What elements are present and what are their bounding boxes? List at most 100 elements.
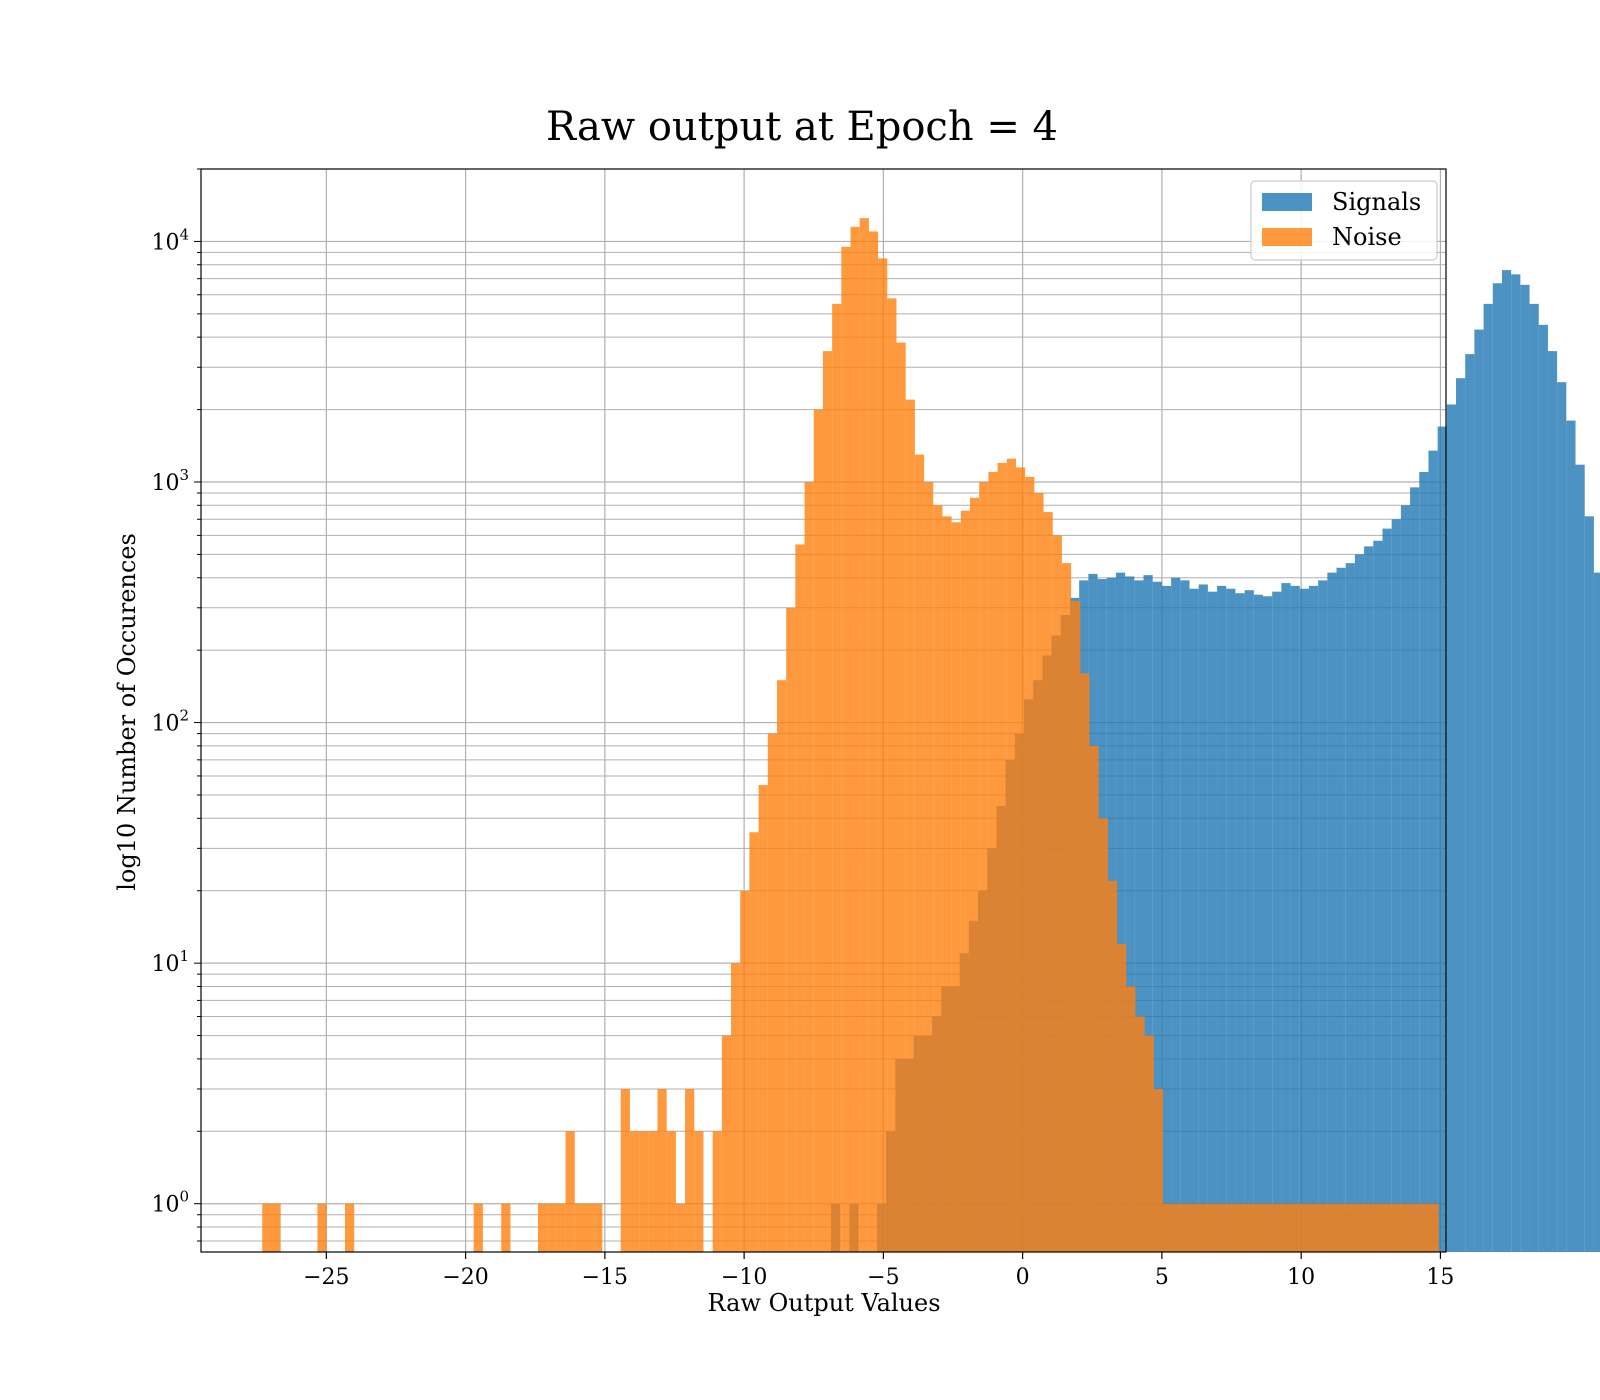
histogram-bar bbox=[795, 544, 805, 1252]
histogram-bar bbox=[317, 1203, 327, 1252]
y-tick-label: 103 bbox=[151, 466, 189, 496]
histogram-bar bbox=[868, 231, 879, 1253]
histogram-bar bbox=[1429, 1203, 1439, 1252]
x-tick-label: 10 bbox=[1287, 1265, 1315, 1290]
histogram-bar bbox=[547, 1203, 557, 1252]
histogram-bar bbox=[1336, 567, 1346, 1252]
histogram-bar bbox=[271, 1203, 281, 1252]
histogram-bar bbox=[1061, 563, 1072, 1252]
histogram-bar bbox=[1383, 1203, 1393, 1252]
histogram-bar bbox=[1143, 575, 1153, 1252]
x-tick-label: 0 bbox=[1016, 1265, 1030, 1290]
histogram-bar bbox=[1126, 986, 1136, 1252]
histogram-bar bbox=[1328, 1203, 1338, 1252]
histogram-bar bbox=[1401, 1203, 1412, 1252]
histogram-bar bbox=[1337, 1203, 1347, 1252]
histogram-bar bbox=[1227, 1203, 1237, 1252]
histogram-bar bbox=[1300, 1203, 1311, 1252]
histogram-bar bbox=[593, 1203, 603, 1252]
histogram-bar bbox=[914, 454, 925, 1252]
histogram-bar bbox=[556, 1203, 566, 1252]
histogram-bar bbox=[1134, 580, 1144, 1252]
histogram-bar bbox=[905, 399, 915, 1252]
histogram-bar bbox=[1501, 270, 1512, 1252]
histogram-bar bbox=[1015, 467, 1026, 1252]
histogram-bar bbox=[740, 890, 750, 1252]
histogram-bar bbox=[970, 497, 980, 1253]
histogram-bar bbox=[1575, 464, 1585, 1252]
histogram-bar bbox=[841, 246, 851, 1252]
x-tick-label: −15 bbox=[582, 1265, 628, 1290]
histogram-bar bbox=[1207, 591, 1218, 1252]
histogram-bar bbox=[694, 1131, 704, 1252]
histogram-bar bbox=[1354, 554, 1365, 1252]
histogram-bar bbox=[1566, 420, 1576, 1253]
histogram-bar bbox=[1107, 880, 1118, 1252]
histogram-bar bbox=[896, 342, 906, 1252]
histogram-bar bbox=[997, 462, 1007, 1253]
histogram-bar bbox=[1217, 585, 1227, 1252]
histogram-bar bbox=[887, 298, 897, 1252]
histogram-bar bbox=[1089, 745, 1099, 1252]
histogram-bar bbox=[1346, 1203, 1357, 1252]
histogram-bar bbox=[620, 1088, 630, 1252]
histogram-bar bbox=[1373, 540, 1383, 1252]
histogram-bar bbox=[1163, 1203, 1173, 1252]
histogram-bar bbox=[1125, 576, 1135, 1252]
series-noise bbox=[262, 218, 1439, 1253]
histogram-bar bbox=[721, 1035, 732, 1252]
histogram-bar bbox=[1171, 577, 1181, 1252]
histogram-bar bbox=[1272, 591, 1282, 1252]
histogram-bar bbox=[1511, 274, 1521, 1252]
histogram-bar bbox=[776, 680, 787, 1252]
histogram-bar bbox=[473, 1203, 483, 1252]
histogram-bar bbox=[1382, 528, 1392, 1252]
histogram-bar bbox=[804, 481, 814, 1252]
histogram-bar bbox=[1392, 1203, 1402, 1252]
histogram-bar bbox=[859, 218, 869, 1252]
histogram-bar bbox=[1199, 1203, 1209, 1252]
histogram-bar bbox=[1465, 354, 1475, 1253]
histogram-bar bbox=[786, 607, 796, 1252]
x-tick-label: 15 bbox=[1426, 1265, 1454, 1290]
histogram-bar bbox=[1474, 329, 1484, 1253]
legend: Signals Noise bbox=[1250, 180, 1438, 261]
histogram-bar bbox=[629, 1131, 640, 1252]
histogram-bar bbox=[1198, 584, 1208, 1252]
histogram-bar bbox=[1254, 1203, 1265, 1252]
histogram-bar bbox=[1374, 1203, 1384, 1252]
legend-swatch-signals bbox=[1262, 193, 1312, 211]
histogram-bar bbox=[538, 1203, 548, 1252]
histogram-bar bbox=[1318, 580, 1328, 1252]
histogram-bar bbox=[988, 472, 998, 1252]
histogram-bar bbox=[942, 516, 952, 1252]
histogram-bar bbox=[1152, 581, 1162, 1252]
histogram-bar bbox=[1400, 505, 1411, 1253]
bars-layer bbox=[262, 218, 1600, 1253]
histogram-bar bbox=[1593, 572, 1600, 1252]
histogram-bar bbox=[1419, 472, 1429, 1252]
histogram-bar bbox=[1263, 596, 1273, 1252]
histogram-bar bbox=[1538, 324, 1548, 1252]
histogram-bar bbox=[1345, 563, 1355, 1252]
histogram-bar bbox=[878, 258, 888, 1252]
histogram-bar bbox=[1208, 1203, 1219, 1252]
histogram-bar bbox=[924, 481, 934, 1252]
histogram-bar bbox=[1310, 1203, 1320, 1252]
histogram-bar bbox=[960, 510, 971, 1252]
x-axis-label: Raw Output Values bbox=[707, 1289, 940, 1317]
histogram-bar bbox=[1244, 590, 1254, 1252]
histogram-bar bbox=[1364, 546, 1374, 1252]
histogram-bar bbox=[1161, 585, 1172, 1252]
histogram-bar bbox=[501, 1203, 511, 1252]
histogram-bar bbox=[951, 522, 961, 1252]
histogram-bar bbox=[1190, 1203, 1200, 1252]
histogram-bar bbox=[1281, 583, 1291, 1252]
histogram-bar bbox=[1006, 458, 1016, 1252]
histogram-bar bbox=[1153, 1088, 1164, 1252]
ticks-layer: −25 −20 −15 −10 −5 0 5 10 15 100 101 102 103 104 bbox=[151, 168, 1454, 1290]
histogram-bar bbox=[565, 1131, 575, 1252]
histogram-bar bbox=[850, 226, 860, 1252]
histogram-bar bbox=[639, 1131, 649, 1252]
